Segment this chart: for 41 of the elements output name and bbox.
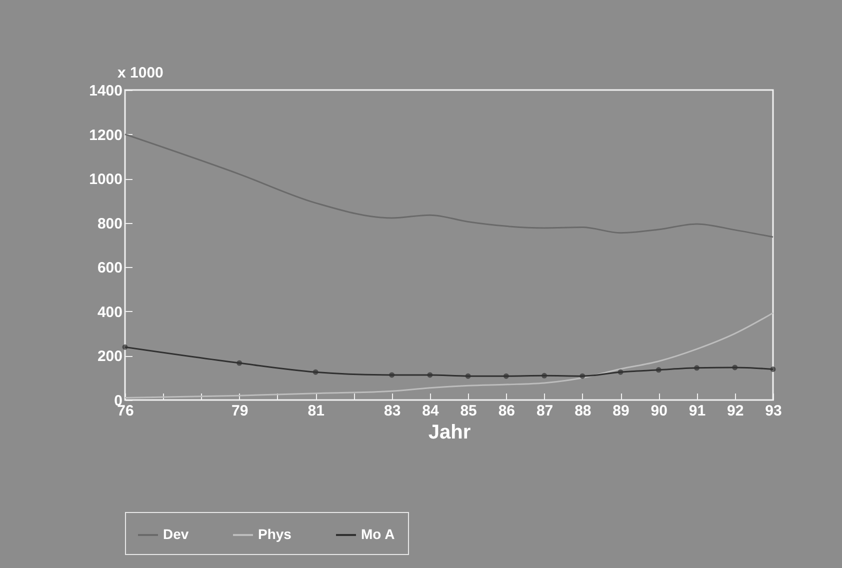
x-tick-label: 89 [612, 402, 630, 420]
point [465, 373, 471, 379]
x-tick-label: 93 [765, 402, 782, 420]
legend-label: Mo A [361, 526, 395, 542]
point [542, 372, 548, 378]
x-tick-label: 84 [422, 402, 440, 420]
point [389, 372, 395, 378]
point [580, 373, 586, 379]
x-tick-label: 81 [308, 402, 324, 420]
y-tick-label: 1000 [89, 171, 122, 188]
y-axis-title: x 1000 [118, 64, 164, 82]
x-tick-label: 88 [574, 402, 592, 420]
point [694, 365, 700, 371]
x-tick-label: 87 [536, 402, 554, 420]
y-tick-label: 400 [97, 304, 122, 321]
x-tick-label: 92 [727, 402, 744, 420]
x-tick-label: 79 [232, 402, 248, 420]
point [122, 344, 128, 350]
y-tick-label: 1400 [89, 82, 122, 100]
legend-label: Dev [163, 526, 189, 542]
x-axis-title: Jahr [428, 422, 471, 444]
y-tick-label: 600 [97, 260, 122, 277]
point [236, 360, 242, 366]
line-series [124, 312, 774, 399]
point [312, 369, 318, 375]
y-tick-label: 1200 [89, 126, 122, 144]
line-series [124, 134, 774, 238]
point [427, 372, 433, 378]
x-tick-label: 85 [460, 402, 477, 420]
point [656, 367, 662, 373]
y-tick-label: 800 [97, 215, 122, 232]
x-tick-label: 83 [384, 402, 401, 420]
x-tick-label: 90 [650, 402, 668, 420]
point [503, 373, 509, 379]
y-tick-label: 200 [97, 348, 122, 366]
point [732, 364, 738, 370]
legend-label: Phys [258, 526, 292, 542]
x-tick-label: 86 [498, 402, 516, 420]
point [618, 369, 624, 375]
point [770, 366, 776, 372]
x-tick-label: 91 [688, 402, 706, 420]
